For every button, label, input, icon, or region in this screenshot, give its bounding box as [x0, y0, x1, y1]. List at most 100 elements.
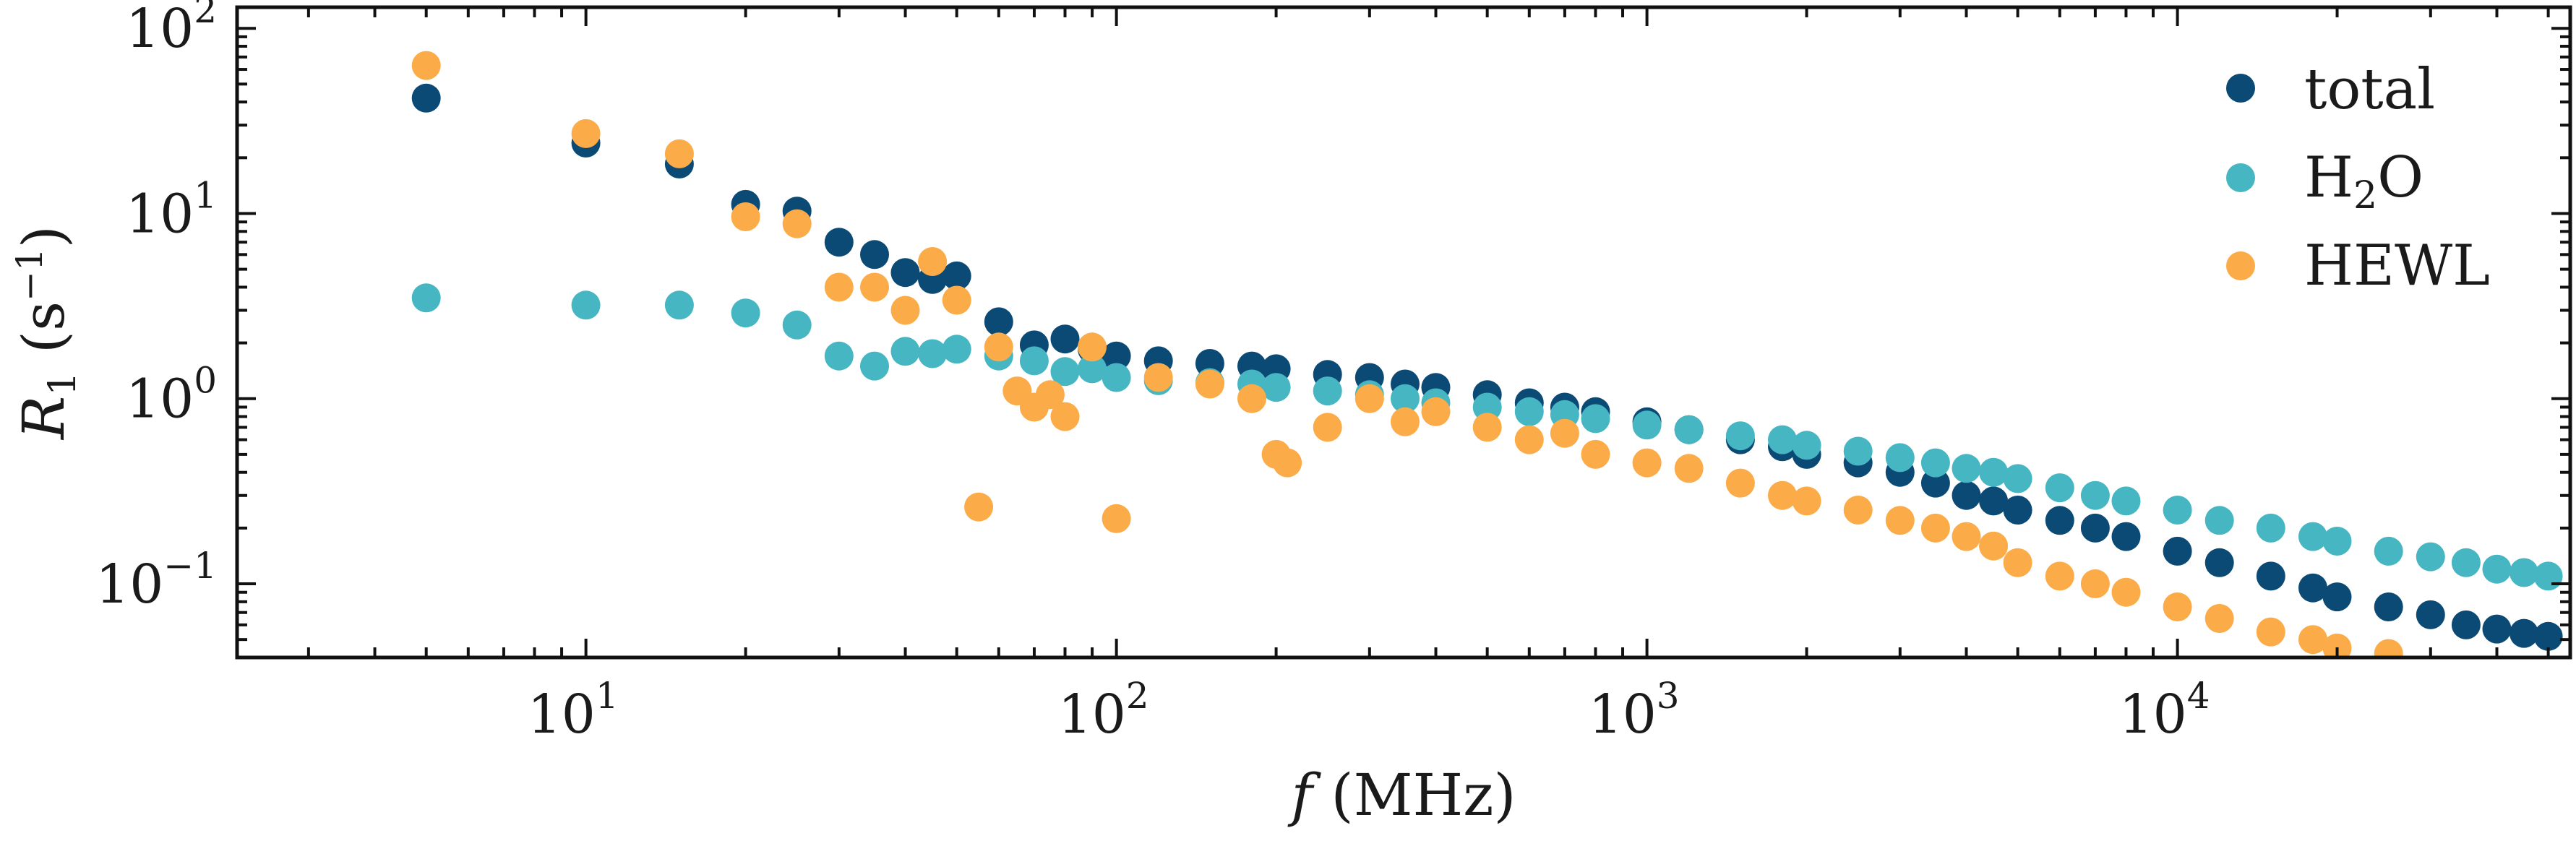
- data-point-total: [1952, 480, 1981, 510]
- data-point-h2o: [1768, 425, 1797, 454]
- data-point-total: [2256, 561, 2285, 591]
- data-point-hewl: [1581, 439, 1610, 469]
- data-point-h2o: [2451, 548, 2481, 577]
- data-point-hewl: [664, 139, 694, 168]
- data-point-hewl: [1952, 522, 1981, 551]
- data-point-h2o: [1920, 448, 1950, 478]
- data-point-total: [2080, 513, 2110, 543]
- data-point-h2o: [2482, 554, 2512, 584]
- data-point-h2o: [1632, 410, 1662, 440]
- data-point-h2o: [1952, 454, 1981, 483]
- data-point-total: [1920, 468, 1950, 498]
- x-tick-label: 101: [528, 675, 619, 746]
- data-point-h2o: [1843, 436, 1873, 466]
- data-point-hewl: [1050, 402, 1080, 431]
- data-point-total: [2298, 573, 2327, 603]
- data-point-total: [1050, 324, 1080, 354]
- data-point-hewl: [860, 272, 889, 302]
- data-point-h2o: [1102, 363, 1131, 392]
- data-point-h2o: [2510, 558, 2538, 587]
- data-point-h2o: [918, 339, 948, 368]
- plot-frame: [235, 5, 2572, 660]
- data-point-h2o: [1885, 443, 1915, 473]
- data-point-h2o: [1514, 397, 1544, 426]
- data-point-hewl: [1632, 448, 1662, 478]
- data-point-hewl: [2111, 577, 2141, 607]
- data-point-h2o: [2080, 480, 2110, 510]
- data-point-hewl: [984, 332, 1013, 362]
- data-point-h2o: [2204, 506, 2234, 535]
- data-point-total: [890, 258, 920, 288]
- data-point-total: [824, 228, 854, 257]
- data-point-hewl: [1979, 531, 2009, 561]
- data-point-hewl: [1920, 513, 1950, 543]
- data-point-total: [2045, 506, 2074, 535]
- data-point-hewl: [2322, 633, 2352, 657]
- data-point-total: [411, 83, 441, 113]
- data-point-hewl: [782, 209, 812, 238]
- data-point-hewl: [1102, 504, 1131, 533]
- data-point-hewl: [1792, 486, 1821, 516]
- data-point-hewl: [1354, 384, 1384, 413]
- data-point-total: [942, 261, 971, 290]
- data-point-hewl: [1885, 506, 1915, 535]
- data-point-hewl: [1421, 397, 1451, 426]
- data-point-h2o: [664, 290, 694, 320]
- data-point-hewl: [2204, 604, 2234, 633]
- y-tick-label: 102: [126, 0, 217, 60]
- data-point-h2o: [1674, 415, 1704, 444]
- data-point-hewl: [1514, 425, 1544, 454]
- legend: total H2O HEWL: [2226, 57, 2490, 298]
- data-point-hewl: [1273, 448, 1302, 478]
- data-point-h2o: [2163, 496, 2192, 525]
- x-tick-label: 102: [1058, 675, 1149, 746]
- data-point-hewl: [2298, 625, 2327, 655]
- data-point-hewl: [2374, 639, 2403, 657]
- data-point-h2o: [411, 283, 441, 313]
- data-point-h2o: [1050, 357, 1080, 387]
- axis-ticks: 101 102 103 104 10−1 100 101 102: [95, 0, 2570, 746]
- data-point-hewl: [824, 272, 854, 302]
- data-point-hewl: [1472, 413, 1502, 442]
- data-point-hewl: [2163, 592, 2192, 621]
- series-layer: [411, 51, 2563, 657]
- x-tick-label: 104: [2119, 675, 2210, 746]
- data-point-total: [1102, 341, 1131, 371]
- x-tick-label: 103: [1589, 675, 1680, 746]
- data-point-h2o: [1792, 431, 1821, 460]
- data-point-hewl: [2256, 617, 2285, 647]
- data-point-hewl: [964, 492, 994, 522]
- data-point-total: [2510, 618, 2538, 648]
- data-point-h2o: [2045, 473, 2074, 503]
- data-point-hewl: [1768, 480, 1797, 510]
- data-point-hewl: [2045, 561, 2074, 591]
- data-point-hewl: [1237, 384, 1266, 413]
- data-point-h2o: [1979, 457, 2009, 487]
- data-point-h2o: [2533, 561, 2563, 591]
- data-point-h2o: [1261, 373, 1291, 402]
- legend-label-total: total: [2304, 57, 2435, 122]
- series-hewl: [411, 51, 2403, 657]
- data-point-total: [2416, 600, 2445, 629]
- data-point-h2o: [824, 341, 854, 371]
- data-point-h2o: [2322, 527, 2352, 556]
- data-point-hewl: [2003, 548, 2032, 577]
- data-point-h2o: [2111, 486, 2141, 516]
- data-point-hewl: [1674, 454, 1704, 483]
- data-point-hewl: [1391, 407, 1420, 436]
- data-point-hewl: [2080, 569, 2110, 598]
- data-point-hewl: [1550, 418, 1579, 448]
- data-point-h2o: [1725, 421, 1755, 451]
- data-point-h2o: [1472, 392, 1502, 422]
- data-point-total: [1979, 486, 2009, 516]
- data-point-hewl: [918, 247, 948, 276]
- data-point-h2o: [2003, 464, 2032, 493]
- data-point-total: [2482, 614, 2512, 644]
- x-axis-label: f (MHz): [1287, 762, 1516, 829]
- data-point-h2o: [731, 298, 760, 328]
- y-tick-label: 100: [126, 360, 217, 431]
- legend-label-hewl: HEWL: [2304, 233, 2490, 298]
- data-point-hewl: [1195, 369, 1224, 399]
- y-axis-label: R1 (s−1): [9, 225, 85, 441]
- data-point-total: [2111, 522, 2141, 551]
